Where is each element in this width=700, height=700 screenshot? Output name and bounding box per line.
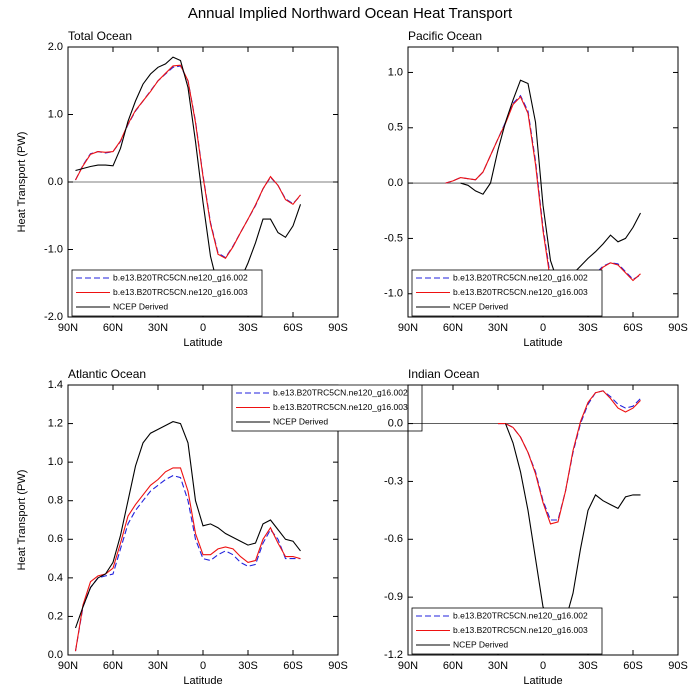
legend-label: b.e13.B20TRC5CN.ne120_g16.003 (113, 287, 248, 297)
legend-label: b.e13.B20TRC5CN.ne120_g16.002 (453, 272, 588, 282)
x-axis-label: Latitude (523, 675, 562, 687)
x-tick-label: 60S (283, 660, 303, 672)
x-axis-label: Latitude (523, 337, 562, 349)
panel-title: Indian Ocean (408, 367, 479, 381)
x-tick-label: 90S (668, 322, 688, 334)
y-tick-label: 1.2 (48, 417, 63, 429)
plot-frame (67, 384, 339, 656)
x-tick-label: 0 (540, 660, 546, 672)
panel-title: Total Ocean (68, 29, 132, 43)
x-tick-label: 0 (540, 322, 546, 334)
y-tick-label: -0.6 (384, 533, 403, 545)
x-tick-label: 60S (623, 322, 643, 334)
legend-label: NCEP Derived (273, 416, 328, 426)
series-line (445, 95, 641, 316)
x-axis-label: Latitude (183, 337, 222, 349)
x-tick-label: 30N (488, 660, 508, 672)
y-axis-label: Heat Transport (PW) (16, 470, 28, 571)
series-line (75, 64, 301, 260)
series-line (74, 421, 301, 629)
x-tick-label: 60N (103, 660, 123, 672)
y-tick-label: 0.0 (388, 417, 403, 429)
plot-frame (407, 384, 679, 656)
y-tick-label: 0.0 (48, 176, 63, 188)
x-axis-label: Latitude (183, 675, 222, 687)
y-tick-label: -0.5 (384, 232, 403, 244)
x-tick-label: 60N (443, 322, 463, 334)
y-tick-label: 0.5 (388, 122, 403, 134)
x-tick-label: 90S (328, 322, 348, 334)
y-tick-label: 0.0 (48, 649, 63, 661)
x-tick-label: 90N (398, 322, 418, 334)
y-tick-label: 0.8 (48, 495, 63, 507)
legend-label: b.e13.B20TRC5CN.ne120_g16.002 (273, 387, 408, 397)
x-tick-label: 0 (200, 322, 206, 334)
plot-frame (407, 46, 679, 318)
x-tick-label: 60S (283, 322, 303, 334)
x-tick-label: 30N (488, 322, 508, 334)
legend-label: b.e13.B20TRC5CN.ne120_g16.003 (453, 287, 588, 297)
x-tick-label: 30S (578, 660, 598, 672)
legend-label: b.e13.B20TRC5CN.ne120_g16.003 (453, 625, 588, 635)
plot-frame (67, 46, 339, 318)
legend-label: b.e13.B20TRC5CN.ne120_g16.003 (273, 402, 408, 412)
x-tick-label: 30S (238, 660, 258, 672)
series-line (74, 475, 301, 652)
y-tick-label: -0.3 (384, 475, 403, 487)
series-line (460, 79, 641, 284)
y-tick-label: -1.2 (384, 649, 403, 661)
x-tick-label: 0 (200, 660, 206, 672)
x-tick-label: 90N (398, 660, 418, 672)
x-tick-label: 30S (238, 322, 258, 334)
y-axis-label: Heat Transport (PW) (16, 132, 28, 233)
y-tick-label: -0.9 (384, 591, 403, 603)
x-tick-label: 60N (443, 660, 463, 672)
y-tick-label: 0.6 (48, 533, 63, 545)
x-tick-label: 30S (578, 322, 598, 334)
series-line (75, 56, 302, 299)
y-tick-label: 1.0 (48, 456, 63, 468)
panel-title: Atlantic Ocean (68, 367, 146, 381)
y-tick-label: 0.4 (48, 572, 63, 584)
series-line (74, 467, 301, 652)
legend-label: NCEP Derived (453, 639, 508, 649)
x-tick-label: 60S (623, 660, 643, 672)
y-tick-label: -2.0 (44, 311, 63, 323)
y-tick-label: -1.0 (384, 288, 403, 300)
figure-title: Annual Implied Northward Ocean Heat Tran… (188, 5, 513, 22)
panel-title: Pacific Ocean (408, 29, 482, 43)
legend-label: b.e13.B20TRC5CN.ne120_g16.002 (113, 272, 248, 282)
x-tick-label: 90N (58, 322, 78, 334)
y-tick-label: 1.0 (388, 66, 403, 78)
x-tick-label: 60N (103, 322, 123, 334)
series-line (498, 390, 641, 525)
x-tick-label: 90S (328, 660, 348, 672)
legend-label: b.e13.B20TRC5CN.ne120_g16.002 (453, 610, 588, 620)
x-tick-label: 90S (668, 660, 688, 672)
y-tick-label: 0.0 (388, 177, 403, 189)
y-tick-label: 0.2 (48, 610, 63, 622)
x-tick-label: 90N (58, 660, 78, 672)
y-tick-label: -1.0 (44, 243, 63, 255)
y-tick-label: 2.0 (48, 41, 63, 53)
legend-label: NCEP Derived (113, 301, 168, 311)
y-tick-label: 1.4 (48, 379, 63, 391)
y-tick-label: 1.0 (48, 108, 63, 120)
x-tick-label: 30N (148, 322, 168, 334)
legend-label: NCEP Derived (453, 301, 508, 311)
series-line (504, 423, 641, 633)
x-tick-label: 30N (148, 660, 168, 672)
